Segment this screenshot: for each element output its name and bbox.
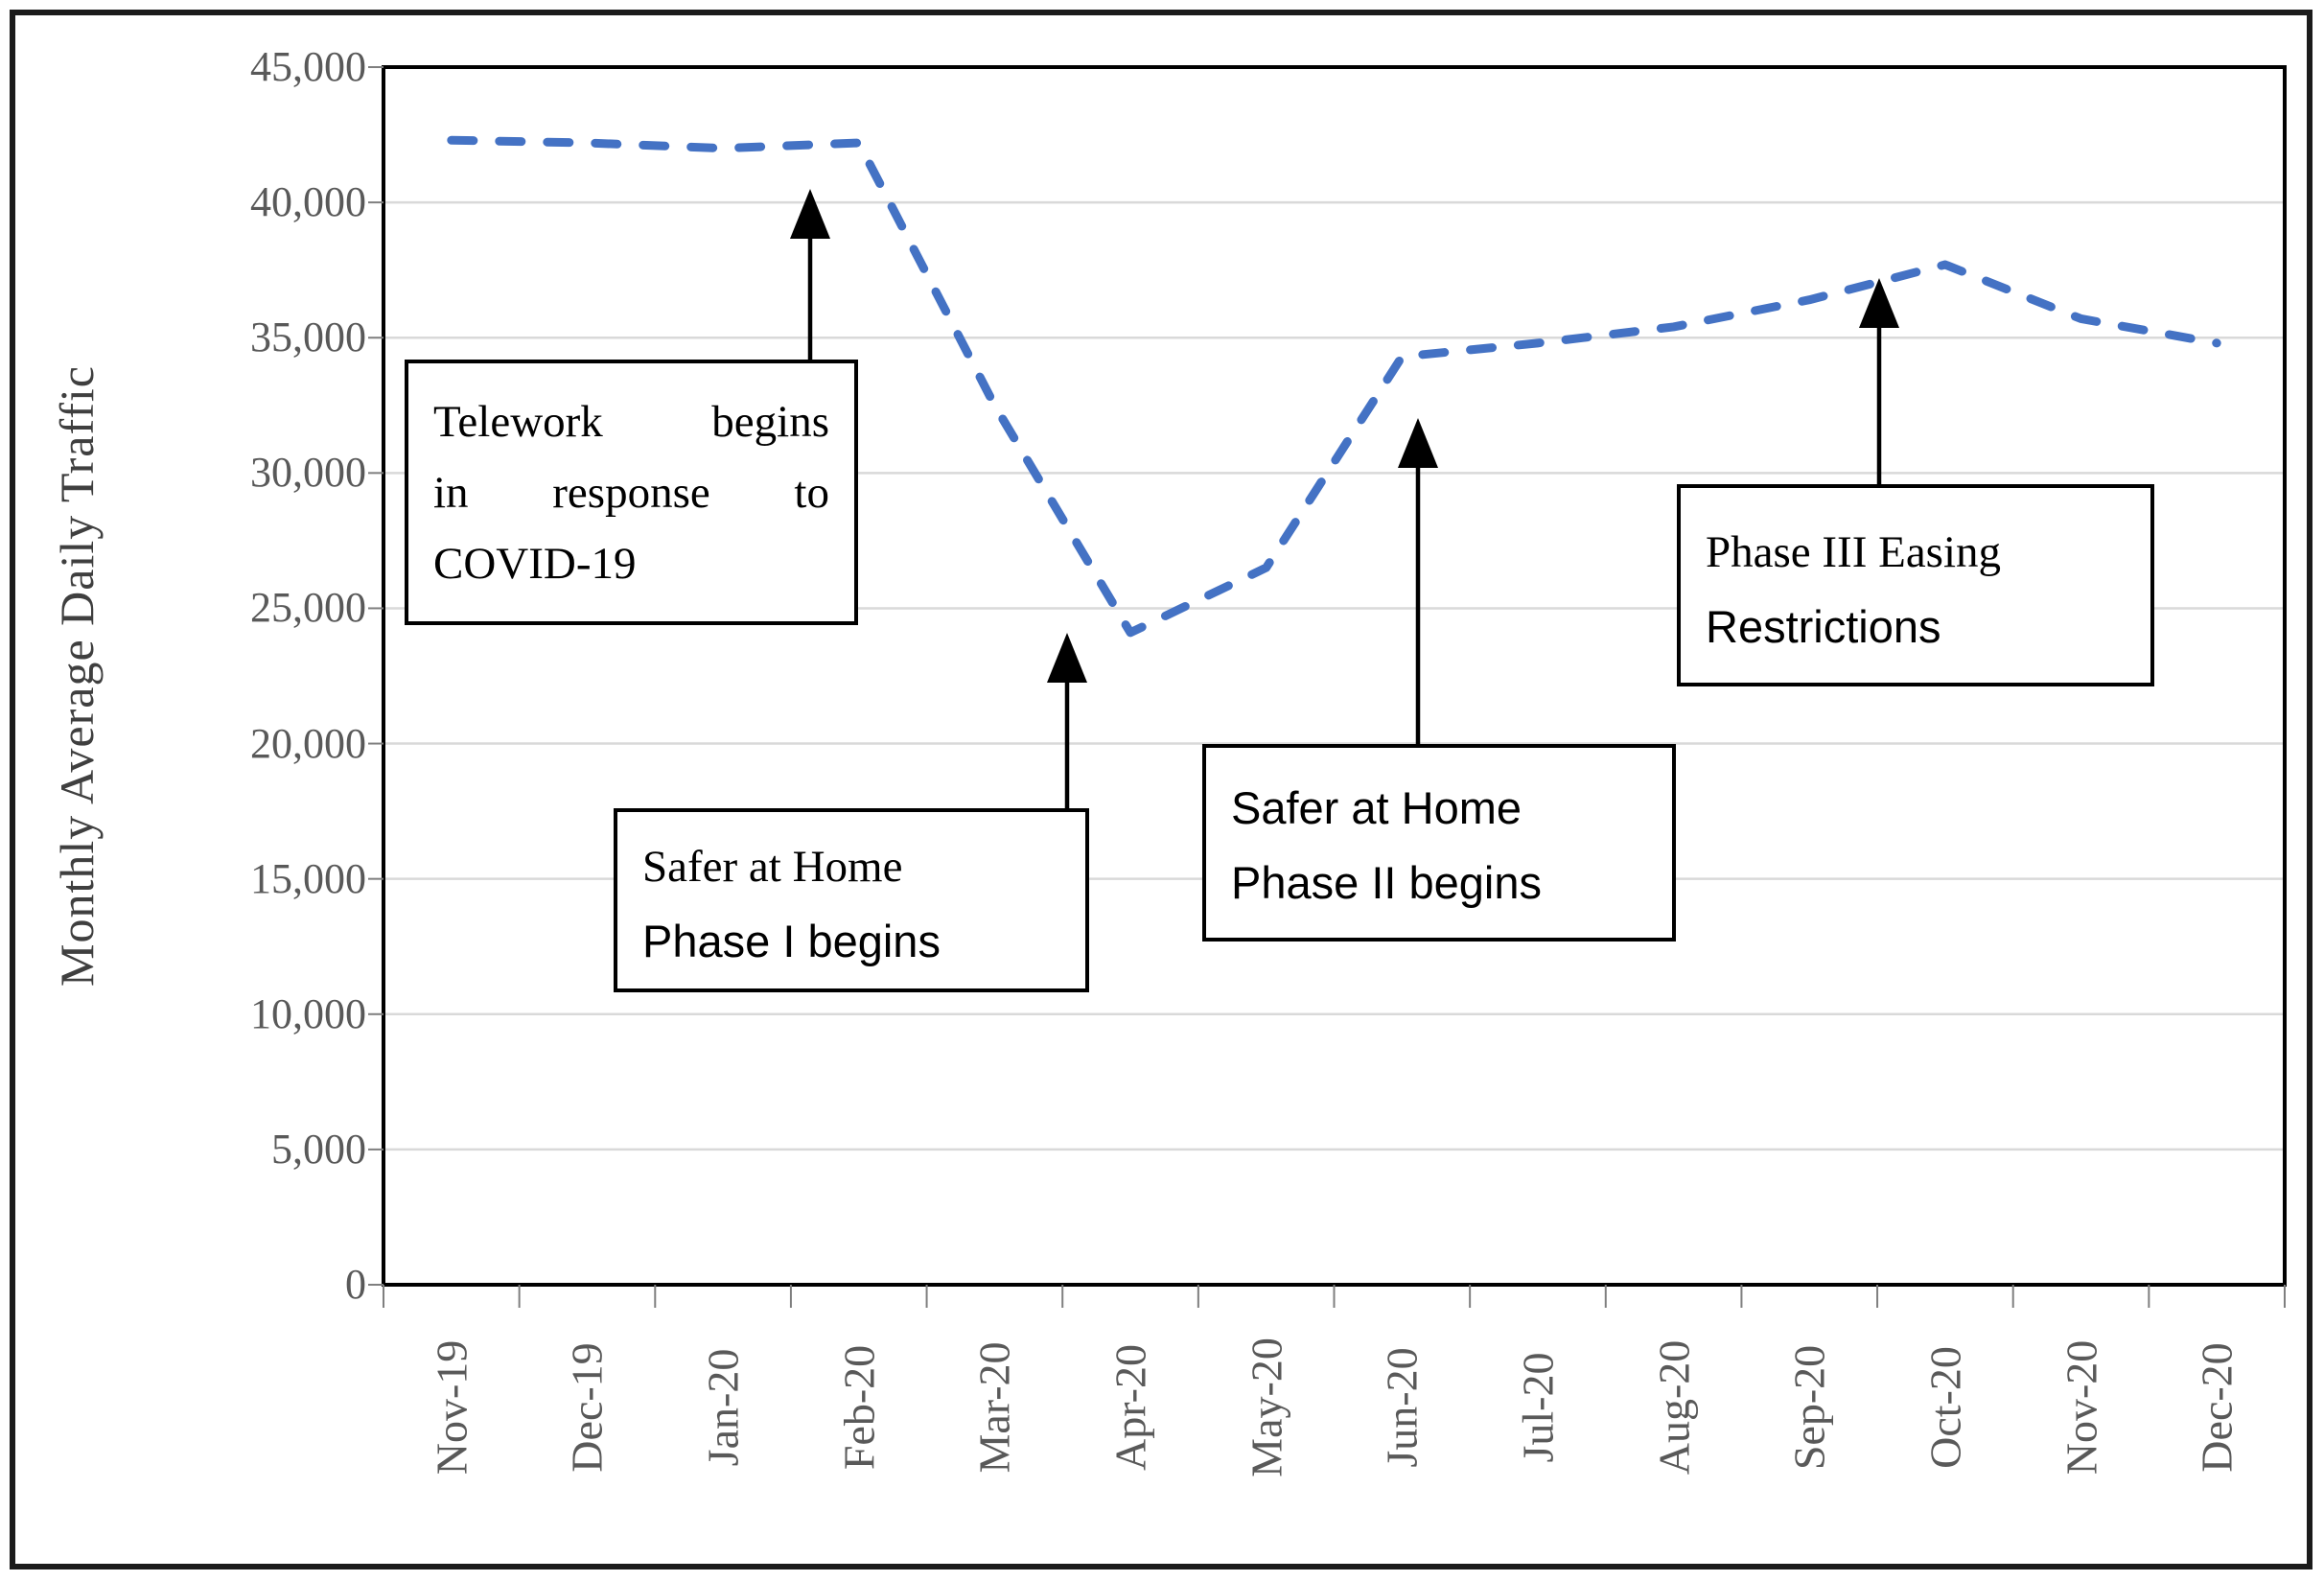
y-axis-tick-label: 40,000 (250, 178, 366, 226)
y-axis-tick-label: 45,000 (250, 43, 366, 90)
x-axis-tick-label: Nov-19 (427, 1339, 476, 1476)
y-axis-tick-label: 15,000 (250, 854, 366, 902)
x-axis-tick-label: Oct-20 (1920, 1346, 1970, 1469)
x-axis-tick-label: Apr-20 (1105, 1344, 1155, 1471)
x-axis-tick-label: Feb-20 (834, 1344, 884, 1471)
x-axis-tick-label: Dec-20 (2192, 1342, 2242, 1473)
annotation-arrowhead (1047, 633, 1087, 683)
annotation-text-line: Phase III Easing (1706, 527, 2002, 577)
y-axis-tick-label: 25,000 (250, 584, 366, 632)
annotation-text-line: in response to (433, 468, 829, 518)
x-axis-tick-label: Jun-20 (1377, 1347, 1427, 1468)
x-axis-tick-label: Dec-19 (562, 1342, 612, 1473)
x-axis-tick-label: Jan-20 (698, 1348, 748, 1467)
x-axis-tick-label: Sep-20 (1784, 1344, 1834, 1471)
annotation-text-line: Telework begins (433, 397, 829, 447)
x-axis-tick-label: Aug-20 (1649, 1339, 1699, 1476)
x-axis-tick-label: Mar-20 (969, 1341, 1019, 1474)
annotation-text-line: Safer at Home (1231, 782, 1522, 833)
y-axis-tick-label: 20,000 (250, 719, 366, 767)
y-axis-tick-label: 35,000 (250, 314, 366, 361)
annotation-safer-home-phase1: Safer at Home Phase I begins (614, 808, 1089, 992)
annotation-text-line: Phase II begins (1231, 857, 1542, 908)
y-axis-tick-label: 0 (345, 1261, 366, 1308)
annotation-arrowhead (1398, 418, 1438, 468)
y-axis-tick-label: 10,000 (250, 989, 366, 1037)
annotation-text-line: COVID-19 (433, 539, 637, 589)
y-axis-title: Monthly Average Daily Traffic (50, 365, 104, 987)
annotation-arrowhead (790, 189, 830, 239)
annotation-arrowhead (1859, 278, 1899, 328)
traffic-line-series (447, 135, 2221, 638)
y-axis-tick-label: 30,000 (250, 449, 366, 497)
annotation-text-line: Safer at Home (642, 842, 903, 892)
x-axis-tick-label: Nov-20 (2057, 1339, 2106, 1476)
x-axis-tick-label: May-20 (1242, 1337, 1291, 1477)
x-axis-tick-label: Jul-20 (1513, 1352, 1563, 1463)
annotation-telework-covid: Telework begins in response to COVID-19 (405, 360, 858, 625)
annotation-phase3-easing: Phase III Easing Restrictions (1677, 484, 2154, 686)
annotation-text-line: Restrictions (1706, 601, 1941, 652)
annotation-text-line: Phase I begins (642, 916, 941, 966)
annotation-safer-home-phase2: Safer at Home Phase II begins (1202, 744, 1676, 942)
y-axis-tick-label: 5,000 (271, 1125, 366, 1173)
